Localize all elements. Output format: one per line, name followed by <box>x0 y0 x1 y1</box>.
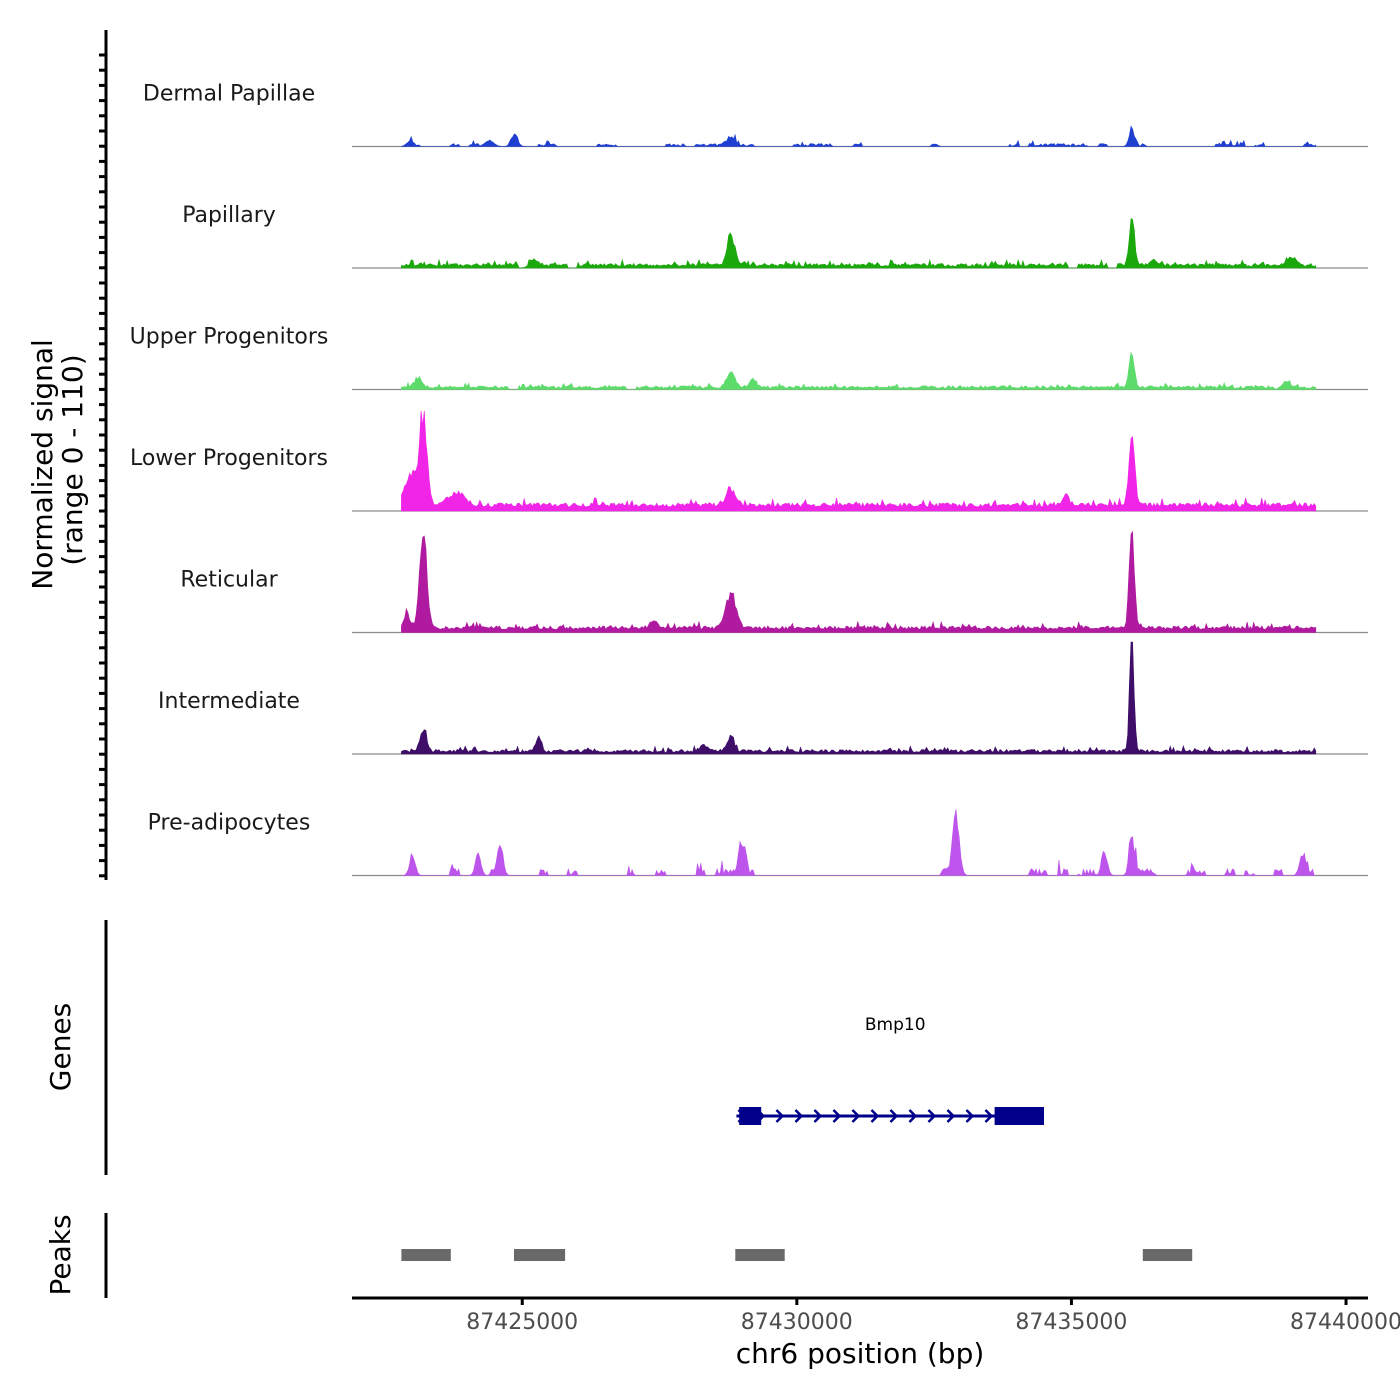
signal-area-reticular <box>401 530 1317 633</box>
peak-region <box>1142 1249 1193 1261</box>
x-tick-label: 87435000 <box>1015 1310 1127 1335</box>
signal-axis-title-line1: Normalized signal <box>26 339 59 590</box>
strand-arrow <box>794 1109 804 1123</box>
track-intermediate: Intermediate <box>158 641 1368 755</box>
strand-arrow <box>775 1109 785 1123</box>
signal-axis-title: Normalized signal (range 0 - 110) <box>26 330 89 589</box>
signal-area-pre-adipocytes <box>401 809 1316 876</box>
signal-axis-ticks <box>99 53 106 878</box>
track-label-papillary: Papillary <box>182 203 276 228</box>
track-papillary: Papillary <box>182 203 1368 269</box>
signal-area-lower-progenitors <box>401 410 1317 512</box>
strand-arrow <box>908 1109 918 1123</box>
strand-arrow <box>927 1109 937 1123</box>
track-dermal-papillae: Dermal Papillae <box>143 82 1368 148</box>
x-tick-label: 87430000 <box>741 1310 853 1335</box>
gene-label: Bmp10 <box>865 1015 926 1035</box>
gene-exon <box>994 1107 1044 1125</box>
gene-track: Bmp10 <box>736 1015 1044 1125</box>
gene-exon <box>739 1107 762 1125</box>
gene-bmp10: Bmp10 <box>736 1015 1044 1125</box>
strand-arrow <box>946 1109 956 1123</box>
x-tick-label: 87440000 <box>1290 1310 1400 1335</box>
signal-axis-title-line2: (range 0 - 110) <box>56 354 89 565</box>
strand-arrow <box>813 1109 823 1123</box>
peak-region <box>514 1249 566 1261</box>
peak-region <box>735 1249 785 1261</box>
strand-arrow <box>965 1109 975 1123</box>
track-label-dermal-papillae: Dermal Papillae <box>143 82 315 107</box>
track-reticular: Reticular <box>180 530 1368 634</box>
strand-arrow <box>851 1109 861 1123</box>
peak-region <box>401 1249 451 1261</box>
signal-area-papillary <box>401 217 1317 269</box>
strand-arrow <box>870 1109 880 1123</box>
signal-area-intermediate <box>401 641 1317 755</box>
track-upper-progenitors: Upper Progenitors <box>130 325 1368 391</box>
peak-track <box>401 1249 1193 1261</box>
track-lower-progenitors: Lower Progenitors <box>130 410 1368 512</box>
track-label-intermediate: Intermediate <box>158 689 300 714</box>
peaks-axis-title: Peaks <box>44 1214 77 1295</box>
track-pre-adipocytes: Pre-adipocytes <box>148 809 1368 877</box>
strand-arrow <box>889 1109 899 1123</box>
genes-axis-title: Genes <box>44 1003 77 1091</box>
signal-tracks: Dermal Papillae Papillary Upper Progenitor… <box>130 82 1368 877</box>
x-axis-title: chr6 position (bp) <box>736 1337 985 1370</box>
track-label-upper-progenitors: Upper Progenitors <box>130 325 329 350</box>
x-tick-label: 87425000 <box>466 1310 578 1335</box>
track-label-pre-adipocytes: Pre-adipocytes <box>148 811 311 836</box>
signal-area-dermal-papillae <box>401 125 1317 147</box>
x-axis-ticks: 87425000 87430000 87435000 87440000 <box>466 1298 1400 1335</box>
track-label-lower-progenitors: Lower Progenitors <box>130 446 328 471</box>
strand-arrow <box>832 1109 842 1123</box>
track-label-reticular: Reticular <box>180 568 278 593</box>
signal-area-upper-progenitors <box>401 351 1317 390</box>
strand-arrow <box>984 1109 994 1123</box>
